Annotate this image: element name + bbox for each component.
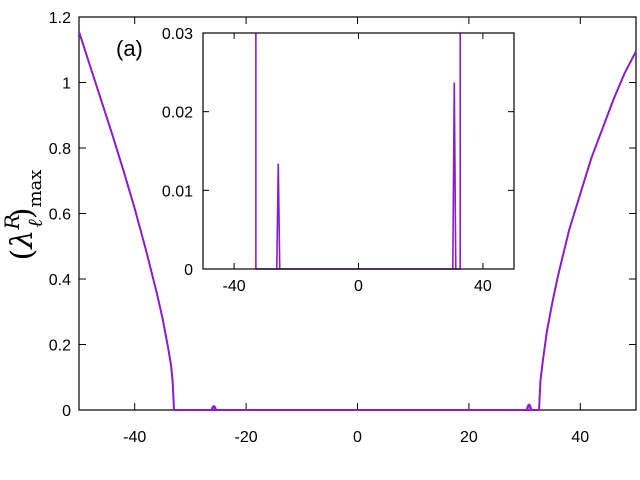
main-tick-labels: -40 -20 0 20 40 0 0.2 0.4 0.6 0.8 1 1.2 xyxy=(49,10,590,446)
y-axis-label-superscript: R xyxy=(0,215,24,231)
main-small-peak xyxy=(525,403,533,411)
inset-ticks xyxy=(203,32,514,270)
inset-x-tick-label: -40 xyxy=(223,278,246,295)
inset-x-tick-label: 40 xyxy=(474,278,492,295)
main-small-peak xyxy=(210,405,217,411)
y-axis-label-close-paren: ) xyxy=(5,208,40,220)
x-tick-label: 20 xyxy=(460,429,478,446)
inset-y-tick-label: 0 xyxy=(184,262,193,279)
panel-label: (a) xyxy=(116,36,143,61)
y-tick-label: 0.8 xyxy=(49,141,71,158)
y-axis-label: (λRℓ)max xyxy=(0,170,47,261)
y-axis-label-lambda: λ xyxy=(5,230,40,250)
y-tick-label: 0.6 xyxy=(49,207,71,224)
y-tick-label: 0.4 xyxy=(49,272,71,289)
x-tick-label: 40 xyxy=(571,429,589,446)
y-tick-label: 0 xyxy=(62,403,71,420)
inset-background xyxy=(203,33,514,269)
y-axis-label-open-paren: ( xyxy=(5,249,40,261)
inset-y-tick-label: 0.02 xyxy=(162,105,193,122)
main-curve xyxy=(78,31,637,411)
main-plot: -40 -20 0 20 40 0 0.2 0.4 0.6 0.8 1 1.2 (a) (λRℓ)ma… xyxy=(0,10,637,446)
inset-peak xyxy=(451,82,457,270)
y-axis-label-max: max xyxy=(25,170,46,208)
y-tick-label: 0.2 xyxy=(49,338,71,355)
main-ticks xyxy=(79,16,636,411)
inset-plot: -40 0 40 0 0.01 0.02 0.03 xyxy=(162,26,515,295)
inset-peak xyxy=(275,163,281,270)
inset-y-tick-label: 0.03 xyxy=(162,26,193,43)
y-tick-label: 1.2 xyxy=(49,10,71,27)
y-tick-label: 1 xyxy=(62,76,71,93)
x-tick-label: 0 xyxy=(353,429,362,446)
x-tick-label: -20 xyxy=(235,429,258,446)
inset-tick-labels: -40 0 40 0 0.01 0.02 0.03 xyxy=(162,26,492,295)
x-tick-label: -40 xyxy=(123,429,146,446)
y-axis-label-subscript-ell: ℓ xyxy=(23,219,47,228)
inset-y-tick-label: 0.01 xyxy=(162,183,193,200)
inset-x-tick-label: 0 xyxy=(354,278,363,295)
main-series-line xyxy=(78,31,637,411)
